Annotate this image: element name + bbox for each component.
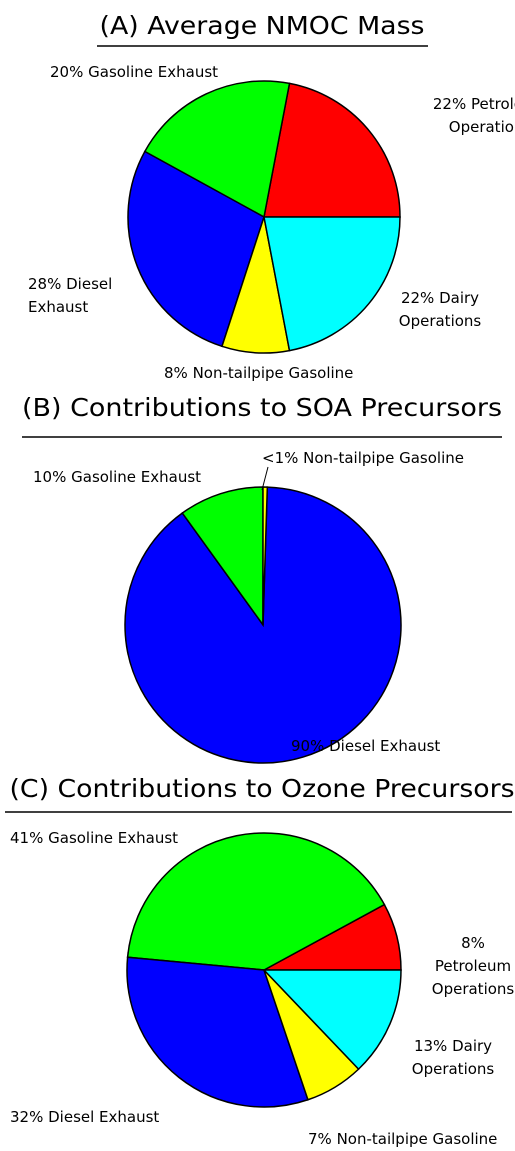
slice-category: Petroleum Operations bbox=[431, 957, 515, 998]
pie-slice bbox=[263, 82, 401, 218]
slice-value-label: 32% bbox=[10, 1108, 44, 1126]
slice-label: 20% Gasoline Exhaust bbox=[50, 61, 290, 84]
slice-value-label: 22% bbox=[432, 95, 467, 113]
slice-value-label: 8% bbox=[164, 364, 188, 382]
slice-label: 28% Diesel Exhaust bbox=[28, 273, 133, 319]
chart-title: (A) Average NMOC Mass bbox=[100, 11, 425, 40]
slice-label: 32% Diesel Exhaust bbox=[10, 1106, 250, 1129]
slice-label: 8% Petroleum Operations bbox=[428, 932, 515, 1001]
slice-category: Gasoline Exhaust bbox=[71, 468, 202, 486]
slice-category: Dairy Operations bbox=[411, 1037, 495, 1078]
slice-label: 90% Diesel Exhaust bbox=[291, 735, 511, 758]
slice-value-label: 28% bbox=[28, 275, 62, 293]
slice-category: Petroleum Operations bbox=[448, 95, 515, 136]
slice-label: 8% Non-tailpipe Gasoline bbox=[164, 362, 404, 385]
slice-label: <1% Non-tailpipe Gasoline bbox=[262, 447, 512, 470]
slice-category: Non-tailpipe Gasoline bbox=[192, 364, 354, 382]
pie-slice bbox=[127, 150, 265, 348]
slice-value-label: 90% bbox=[291, 737, 325, 755]
pie-slice bbox=[262, 969, 402, 1071]
pie-slice bbox=[181, 486, 264, 628]
slice-value-label: <1% bbox=[262, 449, 299, 467]
slice-label: 10% Gasoline Exhaust bbox=[33, 466, 273, 489]
slice-value-label: 22% bbox=[400, 289, 435, 307]
chart-title: (C) Contributions to Ozone Precursors bbox=[10, 774, 515, 803]
slice-label: 41% Gasoline Exhaust bbox=[10, 827, 250, 850]
slice-value-label: 20% bbox=[50, 63, 84, 81]
slice-value-label: 10% bbox=[33, 468, 67, 486]
slice-category: Diesel Exhaust bbox=[28, 275, 113, 316]
pie-slice bbox=[263, 216, 401, 352]
slice-value-label: 7% bbox=[308, 1130, 332, 1148]
pie-slice bbox=[126, 832, 386, 971]
chart-title: (B) Contributions to SOA Precursors bbox=[22, 393, 502, 422]
slice-value-label: 8% bbox=[461, 934, 485, 952]
slice-category: Diesel Exhaust bbox=[329, 737, 441, 755]
slice-category: Non-tailpipe Gasoline bbox=[303, 449, 464, 467]
slice-category: Non-tailpipe Gasoline bbox=[336, 1130, 498, 1148]
slice-value-label: 41% bbox=[10, 829, 44, 847]
slice-label: 13% Dairy Operations bbox=[398, 1035, 508, 1081]
slice-value-label: 13% bbox=[413, 1037, 448, 1055]
slice-label: 7% Non-tailpipe Gasoline bbox=[308, 1128, 515, 1151]
pie-slice bbox=[124, 486, 402, 764]
slice-label: 22% Petroleum Operations bbox=[420, 93, 515, 139]
leader-line bbox=[261, 466, 269, 491]
pie-slice bbox=[126, 956, 309, 1108]
slice-category: Gasoline Exhaust bbox=[48, 829, 179, 847]
slice-label: 22% Dairy Operations bbox=[380, 287, 500, 333]
pie-slice bbox=[143, 80, 291, 219]
slice-category: Dairy Operations bbox=[398, 289, 482, 330]
slice-category: Gasoline Exhaust bbox=[88, 63, 219, 81]
slice-category: Diesel Exhaust bbox=[48, 1108, 160, 1126]
